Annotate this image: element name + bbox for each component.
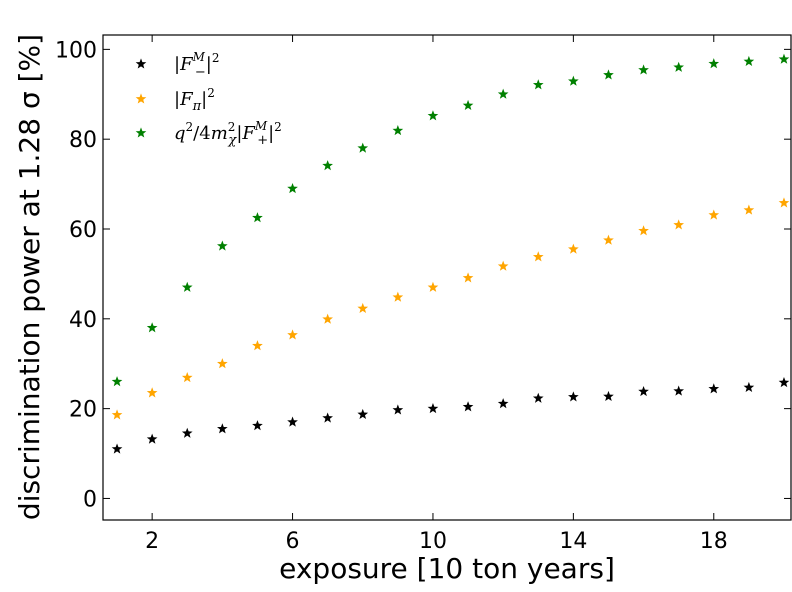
data-point-series-3 bbox=[497, 88, 509, 99]
data-point-series-3 bbox=[462, 99, 474, 111]
legend-marker-3 bbox=[135, 127, 147, 138]
data-point-series-2 bbox=[111, 409, 123, 420]
data-point-series-3 bbox=[287, 182, 298, 194]
data-point-series-3 bbox=[427, 110, 439, 121]
data-point-series-2 bbox=[497, 260, 509, 271]
data-point-series-3 bbox=[743, 55, 755, 67]
data-point-series-1 bbox=[392, 404, 404, 415]
data-point-series-1 bbox=[462, 401, 474, 412]
data-point-series-2 bbox=[322, 313, 333, 324]
data-point-series-1 bbox=[532, 392, 544, 403]
data-point-series-3 bbox=[532, 79, 544, 90]
axis-ticks: 2 6 10 14 18 0 20 40 60 80 100 bbox=[55, 35, 791, 554]
data-point-series-3 bbox=[252, 212, 263, 223]
data-point-series-2 bbox=[568, 243, 579, 254]
plot-area bbox=[102, 34, 792, 521]
data-point-series-2 bbox=[146, 387, 158, 398]
legend-label-3: q2/4m2 χ|FM +|2 bbox=[174, 119, 282, 148]
data-point-series-3 bbox=[638, 64, 649, 75]
data-point-series-1 bbox=[568, 391, 579, 402]
data-point-series-3 bbox=[708, 58, 720, 69]
data-point-series-1 bbox=[181, 427, 193, 438]
legend-label-2: |Fπ|2 bbox=[174, 86, 215, 114]
data-point-series-2 bbox=[673, 219, 684, 230]
data-points bbox=[111, 53, 790, 454]
y-tick-label: 0 bbox=[83, 487, 97, 512]
data-point-series-2 bbox=[532, 251, 544, 262]
data-point-series-1 bbox=[357, 408, 369, 419]
data-point-series-2 bbox=[392, 291, 404, 302]
legend-marker-1 bbox=[135, 58, 147, 69]
data-point-series-1 bbox=[778, 376, 790, 388]
y-tick-label: 80 bbox=[69, 128, 97, 153]
data-point-series-1 bbox=[497, 398, 509, 409]
data-point-series-1 bbox=[111, 443, 123, 454]
data-point-series-2 bbox=[252, 340, 263, 351]
data-point-series-1 bbox=[673, 385, 684, 396]
data-point-series-2 bbox=[778, 197, 790, 208]
data-point-series-1 bbox=[322, 412, 333, 423]
data-point-series-3 bbox=[111, 376, 123, 387]
data-point-series-2 bbox=[638, 225, 649, 236]
data-point-series-2 bbox=[743, 204, 755, 215]
data-point-series-3 bbox=[778, 53, 790, 64]
y-tick-label: 40 bbox=[69, 308, 97, 333]
data-point-series-2 bbox=[603, 234, 614, 245]
legend-label-1: |FM −|2 bbox=[174, 50, 220, 80]
data-point-series-2 bbox=[181, 372, 193, 383]
data-point-series-1 bbox=[603, 390, 614, 402]
data-point-series-3 bbox=[603, 69, 614, 80]
y-tick-label: 100 bbox=[55, 38, 97, 63]
data-point-series-3 bbox=[322, 160, 333, 171]
data-point-series-1 bbox=[217, 423, 228, 434]
data-point-series-3 bbox=[392, 125, 404, 136]
x-tick-label: 6 bbox=[286, 529, 300, 554]
data-point-series-1 bbox=[708, 383, 720, 394]
data-point-series-1 bbox=[146, 433, 158, 444]
data-point-series-2 bbox=[427, 281, 439, 292]
x-tick-label: 10 bbox=[419, 529, 447, 554]
y-tick-label: 20 bbox=[69, 398, 97, 423]
y-tick-label: 60 bbox=[69, 218, 97, 243]
data-point-series-3 bbox=[181, 281, 193, 292]
x-tick-label: 18 bbox=[700, 529, 728, 554]
x-tick-label: 14 bbox=[559, 529, 587, 554]
data-point-series-3 bbox=[146, 322, 158, 333]
data-point-series-3 bbox=[568, 75, 579, 86]
data-point-series-2 bbox=[462, 272, 474, 283]
y-axis-title: discrimination power at 1.28 σ [%] bbox=[13, 34, 46, 520]
data-point-series-3 bbox=[217, 240, 228, 251]
x-tick-label: 2 bbox=[145, 529, 159, 554]
data-point-series-2 bbox=[357, 302, 369, 314]
data-point-series-3 bbox=[673, 61, 684, 72]
data-point-series-2 bbox=[217, 358, 228, 369]
legend-marker-2 bbox=[135, 93, 147, 104]
data-point-series-2 bbox=[287, 329, 298, 340]
data-point-series-2 bbox=[708, 209, 720, 220]
data-point-series-3 bbox=[357, 142, 369, 153]
x-axis-title: exposure [10 ton years] bbox=[279, 552, 615, 585]
legend: |FM −|2 |Fπ|2 q2/4m2 χ|FM +|2 bbox=[135, 50, 282, 148]
data-point-series-1 bbox=[427, 403, 439, 414]
data-point-series-1 bbox=[743, 381, 755, 393]
data-point-series-1 bbox=[638, 385, 649, 397]
data-point-series-1 bbox=[287, 416, 298, 427]
data-point-series-1 bbox=[252, 420, 263, 431]
